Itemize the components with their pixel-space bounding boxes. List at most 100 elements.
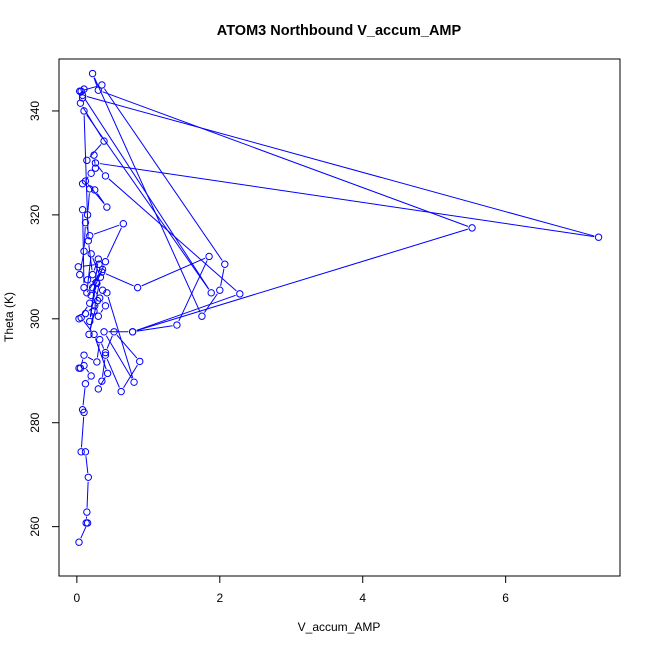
data-point xyxy=(103,289,111,297)
data-point xyxy=(94,312,103,320)
series-segment xyxy=(80,416,85,448)
data-point xyxy=(88,69,97,78)
series-segment xyxy=(100,309,104,313)
series-segment xyxy=(87,356,94,361)
data-point xyxy=(76,270,84,279)
data-point xyxy=(85,330,93,339)
data-point xyxy=(221,260,229,268)
series-segment xyxy=(96,343,100,358)
x-tick-label: 6 xyxy=(502,591,509,605)
data-point xyxy=(78,406,87,414)
series-segment xyxy=(87,193,90,211)
data-point xyxy=(117,387,125,396)
data-point xyxy=(88,283,97,292)
data-point xyxy=(96,335,104,344)
x-tick-label: 0 xyxy=(74,591,81,605)
series-segment xyxy=(101,343,105,349)
data-point xyxy=(75,315,83,323)
y-tick-label: 340 xyxy=(28,101,42,121)
data-point xyxy=(80,247,88,255)
series-segment xyxy=(178,260,208,322)
series-segment xyxy=(85,456,89,473)
series-segment xyxy=(87,184,105,205)
series-segment xyxy=(86,290,89,293)
data-point xyxy=(173,321,181,329)
data-point xyxy=(76,364,85,372)
series-segment xyxy=(102,91,469,227)
data-point xyxy=(100,137,108,145)
series-segment xyxy=(136,228,469,331)
data-point xyxy=(96,273,105,281)
y-tick-label: 280 xyxy=(28,412,42,432)
x-tick-label: 2 xyxy=(216,591,223,605)
data-point xyxy=(83,289,91,297)
series-segment xyxy=(136,325,173,332)
data-point xyxy=(468,224,476,232)
series-segment xyxy=(136,294,236,331)
data-point xyxy=(101,172,110,180)
data-point xyxy=(103,369,112,378)
series-segment xyxy=(87,379,89,381)
data-point xyxy=(94,255,103,263)
data-point xyxy=(87,250,95,258)
data-point xyxy=(77,448,85,456)
series-segment xyxy=(86,368,90,373)
y-axis: 260 280 300 320 340 xyxy=(28,101,60,537)
data-point xyxy=(87,372,95,380)
series-segment xyxy=(93,263,98,271)
series-segment xyxy=(108,178,237,292)
data-point xyxy=(236,290,244,298)
data-point xyxy=(75,538,83,546)
data-point xyxy=(101,302,110,310)
data-point xyxy=(87,169,95,178)
data-point xyxy=(93,358,101,366)
series-segment xyxy=(80,526,87,539)
series-segment xyxy=(116,334,138,359)
data-point xyxy=(133,283,142,292)
data-point xyxy=(81,309,90,318)
series-segment xyxy=(101,359,106,377)
data-point xyxy=(110,328,118,336)
series-segment xyxy=(106,227,122,258)
series-segment xyxy=(103,88,223,261)
y-tick-label: 320 xyxy=(28,205,42,225)
data-point xyxy=(81,448,90,456)
series-layer xyxy=(74,69,603,546)
x-tick-label: 4 xyxy=(359,591,366,605)
data-point xyxy=(119,220,128,228)
data-point xyxy=(80,107,88,115)
series-segment xyxy=(83,227,86,247)
series-segment xyxy=(86,96,595,237)
data-point xyxy=(136,357,144,366)
data-point xyxy=(74,263,82,271)
series-segment xyxy=(83,115,89,237)
data-point xyxy=(83,211,92,219)
series-segment xyxy=(86,481,89,508)
y-tick-label: 300 xyxy=(28,308,42,328)
series-segment xyxy=(88,245,93,271)
data-point xyxy=(103,203,111,211)
series-segment xyxy=(84,98,210,290)
data-point xyxy=(100,328,108,336)
data-point xyxy=(93,279,101,288)
data-point xyxy=(90,330,98,339)
y-axis-label: Theta (K) xyxy=(2,292,16,342)
data-point xyxy=(88,270,97,279)
data-point xyxy=(205,252,213,261)
series-segment xyxy=(101,301,104,303)
x-axis: 0 2 4 6 xyxy=(74,575,509,605)
data-point xyxy=(86,231,94,240)
data-point xyxy=(198,312,206,320)
series-segment xyxy=(220,268,225,286)
data-point xyxy=(94,86,103,94)
data-point xyxy=(78,180,87,188)
data-point xyxy=(84,473,93,481)
data-point xyxy=(80,351,88,359)
data-point xyxy=(98,265,107,274)
data-point xyxy=(78,205,87,214)
data-point xyxy=(101,348,110,357)
data-point xyxy=(594,233,603,241)
series-segment xyxy=(82,264,95,267)
